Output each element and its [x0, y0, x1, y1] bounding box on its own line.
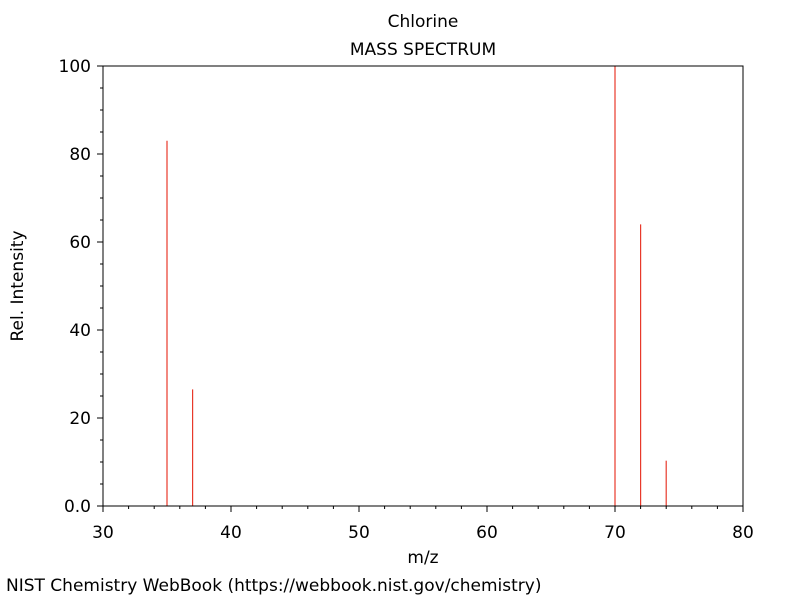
x-tick-label: 50 [348, 523, 370, 543]
y-axis: 0.0 20 40 60 80 100 [59, 57, 103, 517]
y-tick-label: 80 [69, 145, 91, 165]
x-axis-label: m/z [407, 548, 438, 568]
x-tick-label: 80 [732, 523, 754, 543]
x-tick-label: 60 [476, 523, 498, 543]
x-axis: 30 40 50 60 70 80 [92, 506, 754, 543]
chart-title: Chlorine [388, 12, 459, 32]
x-tick-label: 40 [220, 523, 242, 543]
chart-subtitle: MASS SPECTRUM [350, 40, 496, 60]
source-credit: NIST Chemistry WebBook (https://webbook.… [6, 576, 542, 596]
y-tick-label: 60 [69, 233, 91, 253]
plot-frame [102, 65, 744, 507]
x-tick-label: 70 [604, 523, 626, 543]
y-tick-label: 100 [59, 57, 91, 77]
x-tick-label: 30 [92, 523, 114, 543]
y-tick-label: 20 [69, 409, 91, 429]
peaks [166, 66, 667, 506]
y-axis-label: Rel. Intensity [8, 230, 28, 341]
y-tick-label: 40 [69, 321, 91, 341]
y-tick-label: 0.0 [64, 497, 91, 517]
